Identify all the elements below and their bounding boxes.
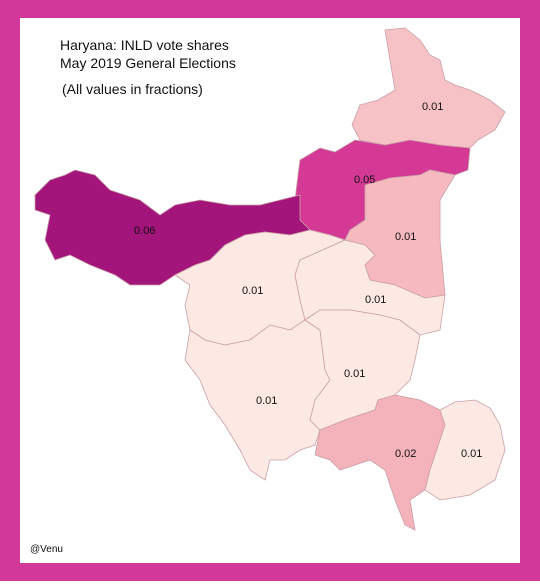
map-subtitle: May 2019 General Elections (60, 55, 236, 71)
region-label: 0.01 (395, 231, 416, 243)
region-label: 0.01 (242, 285, 263, 297)
region-labels: 0.01 0.05 0.06 0.01 0.01 0.01 0.01 0.01 … (134, 101, 482, 460)
map-note: (All values in fractions) (62, 81, 203, 97)
regions (34, 27, 506, 531)
region-label: 0.02 (395, 448, 416, 460)
region-label: 0.01 (422, 101, 443, 113)
credit: @Venu (30, 544, 63, 555)
region-label: 0.01 (461, 448, 482, 460)
region-label: 0.01 (365, 294, 386, 306)
region-label: 0.06 (134, 225, 155, 237)
region-label: 0.01 (256, 395, 277, 407)
region-label: 0.01 (344, 368, 365, 380)
region (424, 399, 506, 501)
region-label: 0.05 (354, 174, 375, 186)
map-title: Haryana: INLD vote shares (60, 37, 229, 53)
